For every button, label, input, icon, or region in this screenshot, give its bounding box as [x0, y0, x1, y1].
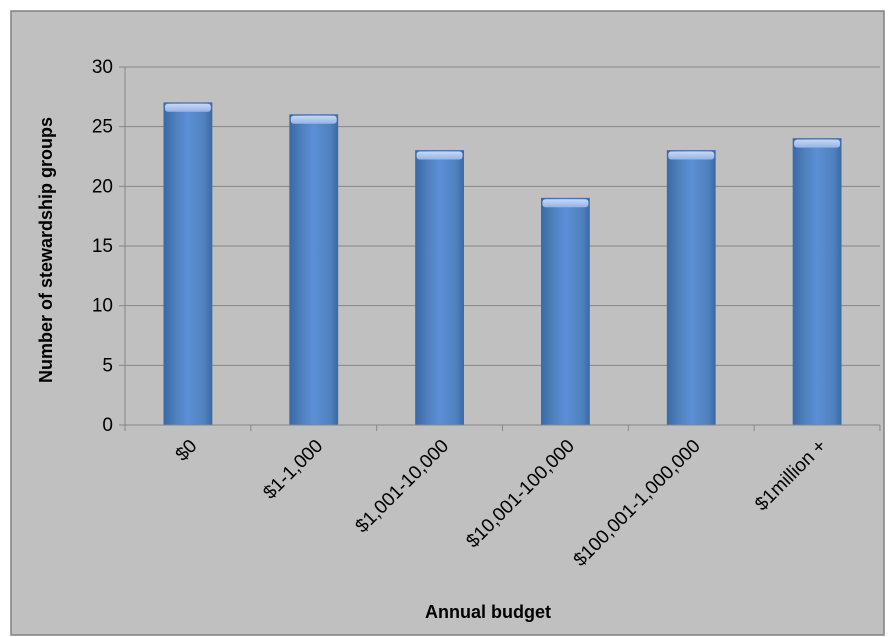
y-tick-label: 15 [92, 236, 113, 257]
bar-cap [668, 151, 715, 160]
y-tick-label: 30 [92, 57, 113, 78]
gridlines [125, 66, 880, 366]
y-tick-label: 10 [92, 296, 113, 317]
y-tick-label: 25 [92, 117, 113, 138]
bar [792, 138, 842, 426]
y-tick-label: 0 [102, 415, 113, 436]
bar-cap [794, 139, 841, 148]
bars [163, 102, 842, 426]
bar [541, 197, 590, 426]
bar [415, 150, 464, 426]
y-tick-label: 5 [102, 355, 113, 376]
y-tick-labels: 0 5 10 15 20 25 30 [92, 57, 113, 436]
y-axis-title: Number of stewardship groups [36, 117, 56, 383]
bar [289, 114, 339, 426]
y-tick-label: 20 [92, 176, 113, 197]
bar [666, 150, 716, 426]
bar-cap [416, 151, 463, 160]
bar-cap [290, 115, 337, 124]
x-axis-title: Annual budget [425, 602, 551, 622]
axes [119, 66, 881, 431]
bar-cap [164, 103, 211, 112]
bar [163, 102, 213, 426]
bar-cap [542, 199, 589, 208]
